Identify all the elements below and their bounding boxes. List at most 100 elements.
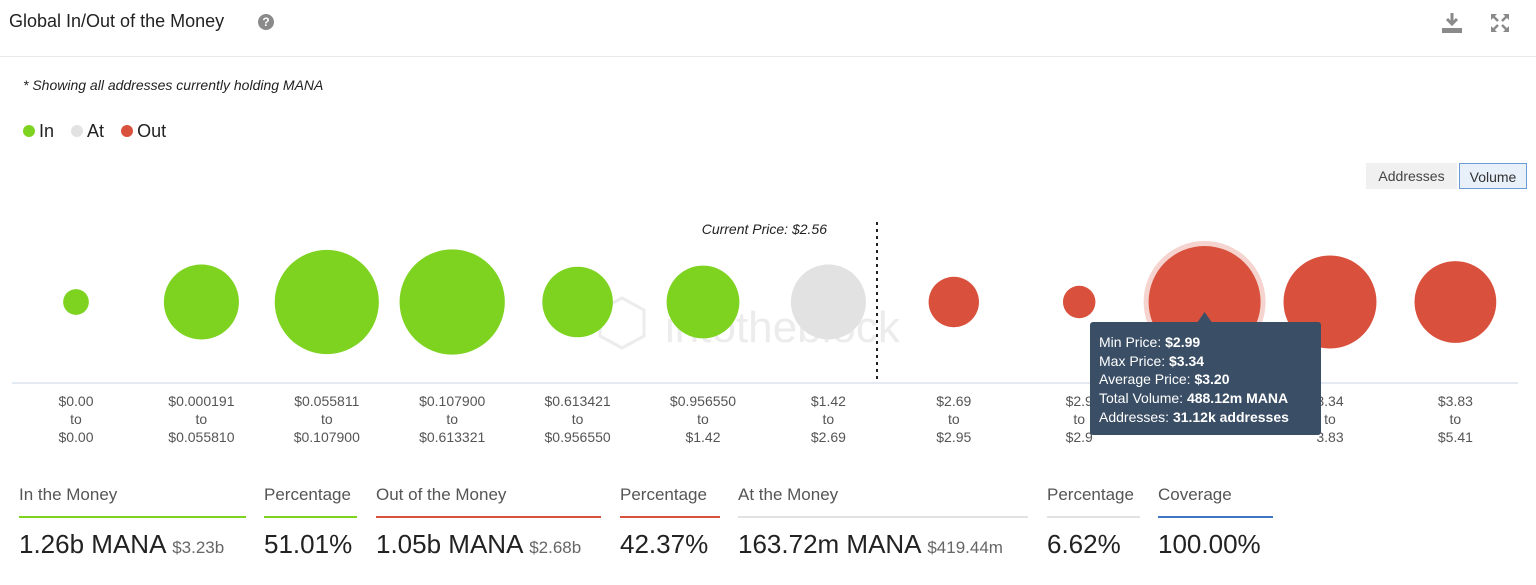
download-icon[interactable] [1439, 10, 1465, 36]
expand-icon[interactable] [1487, 10, 1513, 36]
bucket-range-from: $3.83 [1438, 393, 1473, 409]
stat-value: 42.37% [620, 529, 709, 559]
stat-usd-value: $3.23b [172, 538, 225, 557]
stat-label: Percentage [620, 485, 707, 504]
stat-value: 6.62% [1047, 529, 1121, 559]
legend-item-at[interactable]: At [71, 121, 104, 142]
watermark-logo [598, 296, 646, 350]
stat-in-percentage: Percentage 51.01% [264, 485, 357, 560]
bubble-0 [63, 289, 89, 315]
current-price-label: Current Price: $2.56 [702, 221, 827, 237]
legend-dot-at [71, 125, 84, 137]
tooltip-addresses: 31.12k addresses [1172, 408, 1289, 425]
stat-underline [1047, 516, 1140, 518]
chart-header: Global In/Out of the Money ? [0, 0, 1536, 57]
bucket-to-label: to [70, 411, 82, 427]
bubble-7 [928, 276, 979, 328]
stat-underline [620, 516, 720, 518]
bucket-range-to: $0.055810 [168, 429, 234, 445]
bucket-range-from: $2.9 [1066, 393, 1093, 409]
legend-item-out[interactable]: Out [121, 121, 166, 142]
bubble-11 [1414, 261, 1497, 343]
stat-label: Percentage [1047, 485, 1134, 504]
legend-dot-in [23, 125, 35, 137]
bucket-range-from: $0.107900 [419, 393, 485, 409]
tooltip-total-volume-row: Total Volume: 488.12m MANA [1099, 390, 1289, 407]
bucket-to-label: to [446, 411, 458, 427]
bucket-range-to: $0.956550 [545, 429, 611, 445]
bucket-range-from: $1.42 [811, 393, 846, 409]
bucket-range-to: $1.42 [685, 429, 720, 445]
bucket-to-label: to [697, 411, 709, 427]
bucket-to-label: to [1324, 411, 1336, 427]
legend-item-in[interactable]: In [23, 121, 54, 142]
stat-at-percentage: Percentage 6.62% [1047, 485, 1140, 560]
bucket-range-from: $0.000191 [168, 393, 234, 409]
stat-value: 163.72m MANA $419.44m [738, 529, 1003, 559]
bucket-range-from: $0.055811 [294, 393, 359, 409]
volume-toggle-button[interactable]: Volume [1459, 163, 1527, 189]
chart-title: Global In/Out of the Money [9, 11, 225, 31]
stat-usd-value: $419.44m [927, 538, 1003, 557]
bubble-1 [163, 264, 239, 340]
stat-label: At the Money [738, 485, 839, 504]
bucket-to-label: to [572, 411, 584, 427]
legend: In At Out [23, 121, 178, 142]
tooltip-total-volume: 488.12m MANA [1186, 390, 1289, 407]
addresses-toggle-button[interactable]: Addresses [1366, 163, 1457, 189]
stat-label: Out of the Money [376, 485, 507, 504]
stat-out-of-the-money: Out of the Money 1.05b MANA $2.68b [376, 485, 601, 560]
bubble-4 [542, 266, 613, 338]
bucket-range-from: $0.956550 [670, 393, 736, 409]
bucket-to-label: to [321, 411, 333, 427]
bucket-to-label: to [948, 411, 960, 427]
tooltip-addresses-row: Addresses: 31.12k addresses [1099, 408, 1289, 425]
bucket-range-to: $2.69 [811, 429, 846, 445]
stat-underline [738, 516, 1028, 518]
bucket-range-to: 3.83 [1316, 429, 1343, 445]
stat-label: Coverage [1158, 485, 1232, 504]
legend-dot-out [121, 125, 134, 137]
stat-at-the-money: At the Money 163.72m MANA $419.44m [738, 485, 1028, 560]
bubble-2 [274, 249, 379, 355]
stat-underline [19, 516, 246, 518]
tooltip-min-price-row: Min Price: $2.99 [1099, 334, 1201, 350]
bucket-range-to: $5.41 [1438, 429, 1473, 445]
help-icon[interactable]: ? [258, 14, 274, 30]
stat-coverage: Coverage 100.00% [1158, 485, 1273, 560]
stat-usd-value: $2.68b [529, 538, 582, 557]
stat-underline [1158, 516, 1273, 518]
legend-label-at: At [87, 121, 105, 141]
stat-value: 1.26b MANA $3.23b [19, 529, 225, 559]
bucket-to-label: to [1450, 411, 1462, 427]
bubble-3 [399, 249, 505, 355]
summary-stats: In the Money 1.26b MANA $3.23b Percentag… [0, 485, 1536, 585]
bucket-range-to: $0.107900 [294, 429, 360, 445]
tooltip-avg-price: $3.20 [1194, 371, 1230, 388]
stat-value: 1.05b MANA $2.68b [376, 529, 582, 559]
legend-label-out: Out [137, 121, 167, 141]
stat-value: 51.01% [264, 529, 353, 559]
stat-out-percentage: Percentage 42.37% [620, 485, 720, 560]
bucket-to-label: to [196, 411, 208, 427]
stat-underline [376, 516, 601, 518]
bucket-range-to: $2.9 [1066, 429, 1093, 445]
bucket-range-to: $0.613321 [419, 429, 485, 445]
stat-in-the-money: In the Money 1.26b MANA $3.23b [19, 485, 246, 560]
legend-label-in: In [39, 121, 55, 141]
bucket-to-label: to [823, 411, 835, 427]
tooltip-pointer [1197, 312, 1212, 322]
tooltip-avg-price-row: Average Price: $3.20 [1099, 371, 1230, 388]
bucket-range-from: 3.34 [1316, 393, 1343, 409]
bubble-6 [790, 264, 866, 340]
bucket-range-to: $2.95 [936, 429, 971, 445]
stat-underline [264, 516, 357, 518]
bubble-8 [1062, 285, 1096, 319]
stat-value: 100.00% [1158, 529, 1261, 559]
holding-note: * Showing all addresses currently holdin… [23, 77, 324, 93]
bubble-tooltip: Min Price: $2.99 Max Price: $3.34 Averag… [1090, 322, 1321, 435]
bubble-5 [666, 265, 740, 339]
bucket-range-to: $0.00 [58, 429, 93, 445]
bucket-range-from: $0.613421 [545, 393, 611, 409]
tooltip-max-price-row: Max Price: $3.34 [1099, 352, 1205, 369]
